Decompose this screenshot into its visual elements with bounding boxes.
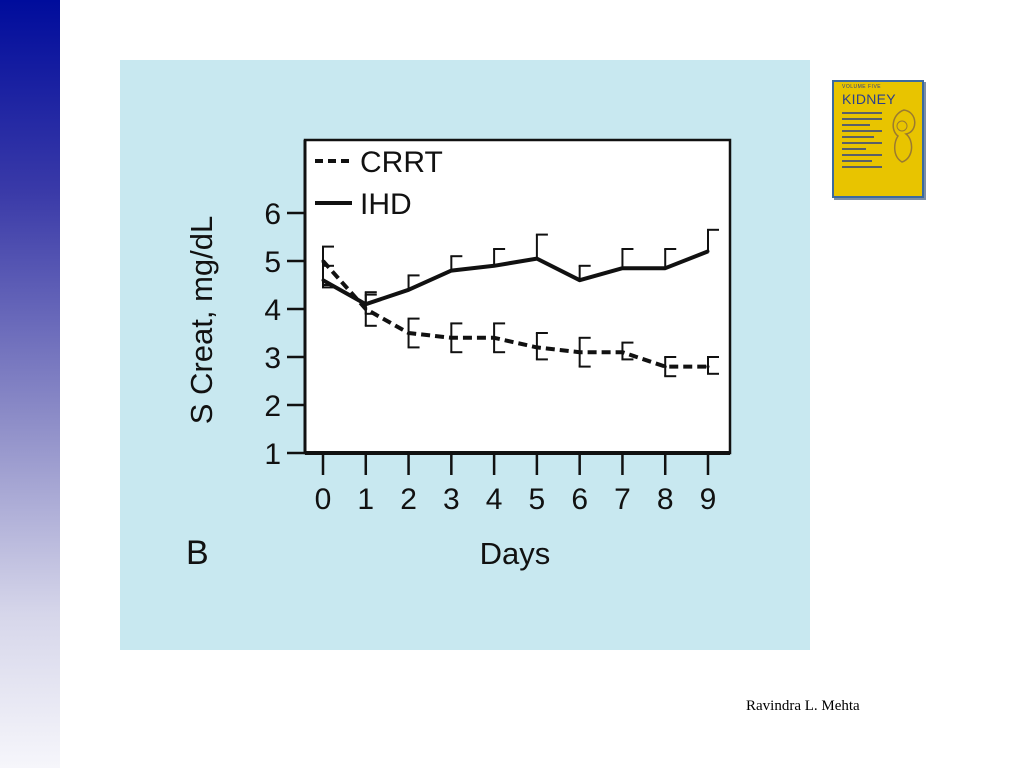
data-point-crrt — [663, 365, 667, 369]
y-tick-label: 4 — [264, 294, 281, 327]
data-point-crrt — [407, 331, 411, 335]
series-line-ihd — [322, 249, 709, 307]
data-point-ihd — [663, 266, 667, 270]
legend-ihd-label: IHD — [360, 188, 412, 221]
data-point-ihd — [620, 266, 624, 270]
y-tick-label: 3 — [264, 342, 281, 375]
y-tick-label: 1 — [264, 438, 281, 471]
data-point-ihd — [407, 288, 411, 292]
book-cover-text-lines — [842, 112, 882, 172]
kidney-illustration-icon — [892, 109, 916, 163]
data-point-crrt — [578, 350, 582, 354]
data-point-crrt — [492, 336, 496, 340]
author-credit: Ravindra L. Mehta — [746, 698, 860, 714]
y-tick-label: 5 — [264, 246, 281, 279]
x-tick-label: 3 — [443, 483, 460, 516]
x-tick-label: 2 — [400, 483, 417, 516]
x-tick-label: 1 — [357, 483, 374, 516]
data-point-ihd — [449, 269, 453, 273]
series-layer — [321, 228, 719, 378]
x-axis-title: Days — [480, 536, 551, 571]
book-title: KIDNEY — [842, 91, 896, 107]
y-tick-label: 2 — [264, 390, 281, 423]
data-point-ihd — [321, 278, 325, 282]
y-tick-label: 6 — [264, 198, 281, 231]
x-tick-label: 8 — [657, 483, 674, 516]
x-tick-label: 6 — [571, 483, 588, 516]
data-point-crrt — [620, 350, 624, 354]
x-tick-label: 4 — [486, 483, 503, 516]
panel-letter: B — [186, 534, 209, 572]
data-point-crrt — [535, 345, 539, 349]
x-tick-label: 0 — [315, 483, 332, 516]
data-point-ihd — [492, 264, 496, 268]
legend-crrt-label: CRRT — [360, 146, 443, 179]
data-point-ihd — [535, 257, 539, 261]
series-line-crrt — [321, 259, 708, 369]
y-axis-ticks: 1 2 3 4 5 6 — [264, 198, 305, 471]
x-tick-label: 7 — [614, 483, 631, 516]
slide-side-gradient-bar — [0, 0, 60, 768]
y-axis-title: S Creat, mg/dL — [184, 216, 219, 424]
x-tick-label: 5 — [529, 483, 546, 516]
series-ihd — [321, 228, 719, 315]
data-point-ihd — [578, 278, 582, 282]
data-point-crrt — [449, 336, 453, 340]
data-point-ihd — [364, 302, 368, 306]
x-tick-label: 9 — [700, 483, 717, 516]
data-point-ihd — [706, 249, 710, 253]
chart-legend: CRRT IHD — [315, 146, 443, 221]
kidney-book-cover-image: VOLUME FIVE KIDNEY — [832, 80, 924, 198]
plot-area-frame — [303, 138, 732, 455]
data-point-crrt — [321, 259, 325, 263]
book-volume-text: VOLUME FIVE — [842, 84, 882, 90]
data-point-crrt — [706, 365, 710, 369]
